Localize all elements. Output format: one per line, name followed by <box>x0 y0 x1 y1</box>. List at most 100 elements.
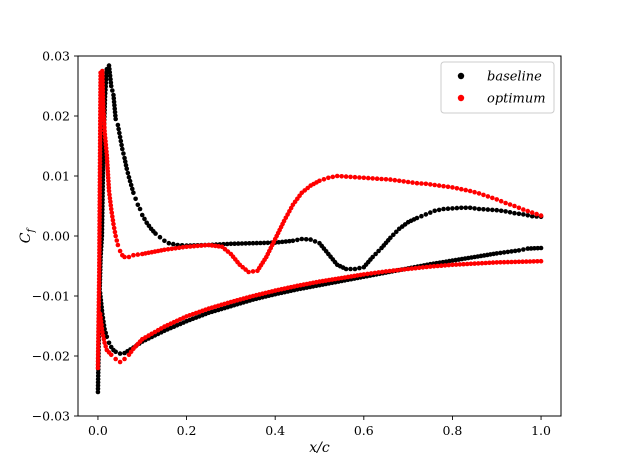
data-point-optimum <box>424 264 429 270</box>
legend: baseline optimum <box>440 61 555 114</box>
data-point-optimum <box>101 118 107 124</box>
data-point-baseline <box>254 240 260 246</box>
data-point-baseline <box>139 212 145 218</box>
data-point-optimum <box>392 177 398 183</box>
data-point-optimum <box>512 203 517 209</box>
data-point-optimum <box>96 279 102 285</box>
data-point-optimum <box>96 332 101 338</box>
data-point-optimum <box>100 98 106 103</box>
data-point-optimum <box>416 265 422 271</box>
data-point-baseline <box>370 254 375 260</box>
data-point-baseline <box>121 151 126 156</box>
data-point-optimum <box>96 312 101 318</box>
data-point-optimum <box>96 326 101 331</box>
data-point-optimum <box>108 203 114 208</box>
data-point-baseline <box>388 235 393 241</box>
data-point-optimum <box>100 75 105 80</box>
data-point-optimum <box>97 154 103 159</box>
x-tick-label: 0.4 <box>265 423 285 438</box>
data-point-baseline <box>287 238 292 244</box>
data-point-optimum <box>97 186 103 191</box>
data-point-optimum <box>101 336 107 342</box>
data-point-optimum <box>97 160 103 166</box>
data-point-baseline <box>501 250 507 255</box>
data-point-optimum <box>199 243 204 248</box>
data-point-baseline <box>118 138 124 144</box>
data-point-optimum <box>436 183 442 188</box>
data-point-optimum <box>101 111 106 117</box>
data-point-optimum <box>105 169 111 174</box>
data-point-baseline <box>108 80 114 85</box>
data-point-optimum <box>96 286 102 292</box>
data-point-optimum <box>370 176 375 181</box>
data-point-optimum <box>97 179 103 185</box>
data-point-baseline <box>521 212 526 217</box>
data-point-optimum <box>246 269 251 275</box>
data-point-baseline <box>373 251 378 257</box>
legend-marker-optimum <box>457 94 465 102</box>
data-point-optimum <box>97 147 103 153</box>
data-point-optimum <box>112 229 118 235</box>
data-point-optimum <box>106 178 111 184</box>
data-point-optimum <box>106 188 112 194</box>
data-point-optimum <box>521 207 526 212</box>
data-point-optimum <box>379 176 384 182</box>
data-point-optimum <box>383 269 389 274</box>
data-point-baseline <box>525 246 531 251</box>
data-point-optimum <box>410 180 415 185</box>
data-point-baseline <box>516 211 522 217</box>
data-point-optimum <box>505 259 511 265</box>
data-point-baseline <box>279 239 285 245</box>
data-point-baseline <box>258 240 263 246</box>
data-point-optimum <box>100 88 106 93</box>
data-point-optimum <box>538 258 544 264</box>
data-point-optimum <box>131 252 136 258</box>
data-point-baseline <box>250 240 256 246</box>
data-point-baseline <box>113 349 118 355</box>
data-point-optimum <box>173 246 178 251</box>
data-point-baseline <box>507 210 513 215</box>
data-point-baseline <box>122 159 128 164</box>
data-point-baseline <box>111 92 116 98</box>
data-point-optimum <box>97 144 103 150</box>
data-point-baseline <box>476 206 482 212</box>
data-point-optimum <box>100 333 106 338</box>
data-point-baseline <box>376 248 381 254</box>
data-point-baseline <box>123 162 129 168</box>
data-point-optimum <box>405 179 411 185</box>
data-point-baseline <box>108 76 113 82</box>
data-point-optimum <box>96 329 101 335</box>
data-point-baseline <box>95 389 101 395</box>
data-point-optimum <box>427 264 433 269</box>
data-point-baseline <box>108 83 114 89</box>
data-point-optimum <box>464 261 470 267</box>
x-tick-label: 0.0 <box>88 423 108 438</box>
data-point-optimum <box>100 81 105 87</box>
data-point-optimum <box>97 205 102 211</box>
data-point-optimum <box>352 174 358 180</box>
data-points-layer <box>95 63 544 395</box>
data-point-optimum <box>398 267 404 273</box>
data-point-optimum <box>97 212 102 217</box>
data-point-optimum <box>453 262 459 267</box>
data-point-optimum <box>111 221 116 227</box>
data-point-baseline <box>312 239 318 244</box>
data-point-baseline <box>110 88 115 93</box>
data-point-baseline <box>348 266 353 272</box>
data-point-optimum <box>498 198 504 204</box>
data-point-optimum <box>485 194 491 199</box>
data-point-optimum <box>105 165 110 171</box>
data-point-baseline <box>498 250 503 256</box>
data-point-optimum <box>110 217 116 223</box>
data-point-optimum <box>97 208 102 214</box>
data-point-baseline <box>441 206 446 212</box>
data-point-optimum <box>97 125 103 130</box>
data-point-baseline <box>103 77 109 82</box>
y-axis-title-subscript: f <box>26 226 37 233</box>
data-point-optimum <box>326 175 331 181</box>
data-point-baseline <box>135 202 141 208</box>
data-point-optimum <box>96 273 102 278</box>
data-point-optimum <box>103 138 108 144</box>
data-point-baseline <box>119 142 124 148</box>
